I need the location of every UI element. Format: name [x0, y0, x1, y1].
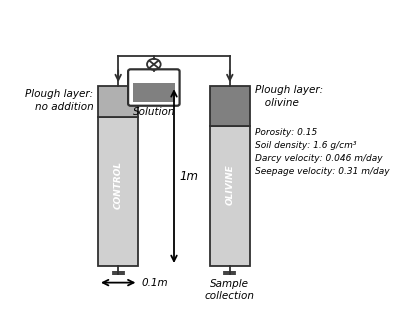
Bar [133, 83, 175, 102]
Bar [210, 86, 250, 126]
Bar [98, 86, 138, 117]
Text: Sample
collection: Sample collection [205, 279, 255, 301]
Text: Plough layer:
   olivine: Plough layer: olivine [255, 85, 323, 108]
Text: Porosity: 0.15
Soil density: 1.6 g/cm³
Darcy velocity: 0.046 m/day
Seepage veloc: Porosity: 0.15 Soil density: 1.6 g/cm³ D… [255, 128, 389, 176]
Text: Solution: Solution [133, 108, 175, 118]
Text: CONTROL: CONTROL [114, 161, 123, 209]
Text: 1m: 1m [180, 169, 198, 183]
Text: OLIVINE: OLIVINE [225, 165, 234, 205]
Bar [210, 126, 250, 266]
Text: Plough layer:
no addition: Plough layer: no addition [25, 89, 94, 112]
Text: 0.1m: 0.1m [142, 278, 168, 288]
FancyBboxPatch shape [128, 69, 180, 106]
Bar [98, 117, 138, 266]
